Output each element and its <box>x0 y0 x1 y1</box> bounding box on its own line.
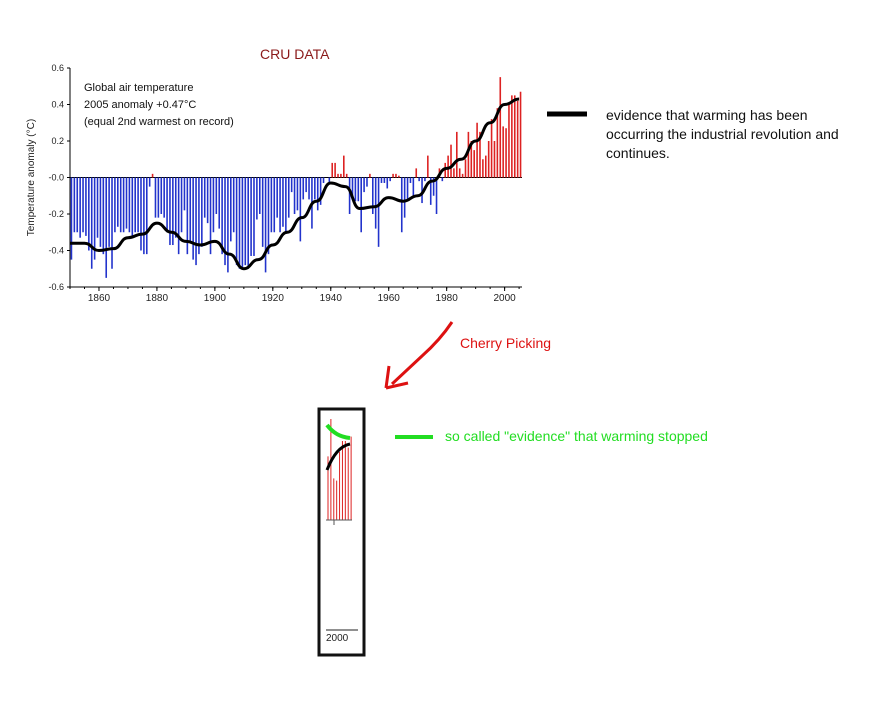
y-tick-label: -0.0 <box>48 173 64 183</box>
y-tick-label: 0.6 <box>51 63 64 73</box>
annotation-line: Global air temperature <box>84 82 193 94</box>
x-tick-label: 1880 <box>146 293 169 304</box>
x-tick-label: 1860 <box>88 293 111 304</box>
y-tick-label: -0.6 <box>48 282 64 292</box>
plot-area: 0.6 0.4 0.2 -0.0 -0.2 -0.4 -0.6 1860 1880 1900 192… <box>26 63 522 304</box>
inset-frame <box>317 407 366 657</box>
legend-green-text: so called "evidence" that warming stoppe… <box>445 428 708 444</box>
smoothed-trend-line <box>70 97 520 271</box>
x-tick-label: 1980 <box>436 293 459 304</box>
cherry-picking-arrow <box>384 321 454 390</box>
x-tick-label: 1940 <box>320 293 343 304</box>
x-tick-label: 1900 <box>204 293 227 304</box>
x-tick-label: 1960 <box>378 293 401 304</box>
y-tick-label: 0.2 <box>51 136 64 146</box>
y-tick-label: 0.4 <box>51 100 64 110</box>
x-tick-label: 1920 <box>262 293 285 304</box>
inset-flat-trend <box>325 423 351 440</box>
annotation-line: (equal 2nd warmest on record) <box>84 116 234 128</box>
inset-plot <box>325 419 352 525</box>
cherry-picking-label: Cherry Picking <box>460 335 552 351</box>
y-axis-label: Temperature anomaly (°C) <box>26 119 37 236</box>
chart-title: CRU DATA <box>260 46 330 62</box>
inset-smoothed-line <box>325 442 351 471</box>
annotation-line: 2005 anomaly +0.47°C <box>84 99 196 111</box>
x-tick-label: 2000 <box>493 293 516 304</box>
y-tick-label: -0.4 <box>48 246 64 256</box>
legend-black-text: evidence that warming has been occurring… <box>606 107 839 161</box>
inset-axis-label: 2000 <box>326 633 349 644</box>
y-tick-label: -0.2 <box>48 209 64 219</box>
